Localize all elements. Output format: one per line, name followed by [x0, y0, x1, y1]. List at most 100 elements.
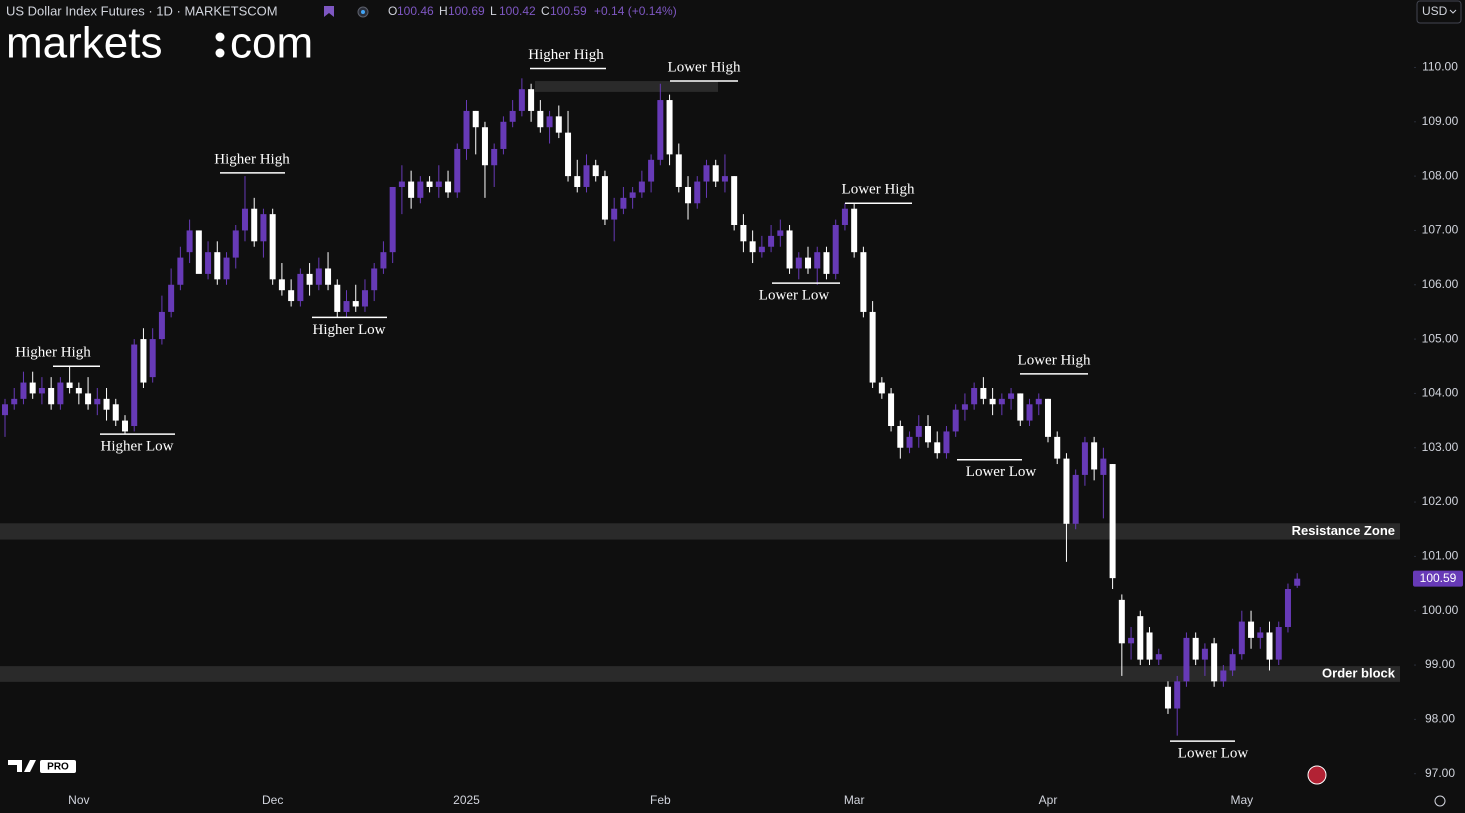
candle-body [1192, 637, 1199, 660]
candle-body [768, 235, 775, 247]
y-tick-label: 109.00 [1422, 114, 1459, 128]
annotation-label: Higher High [15, 345, 91, 361]
candle-body [574, 176, 581, 187]
candle-body [1054, 436, 1061, 459]
candle-body [426, 181, 433, 187]
candle-body [29, 382, 36, 394]
candle-body [1275, 627, 1282, 660]
candle-body [989, 398, 996, 405]
candle-body [149, 339, 156, 378]
candle-body [177, 257, 184, 285]
candle-body [11, 398, 18, 405]
settings-icon[interactable] [1434, 795, 1446, 807]
x-tick-label: Feb [650, 793, 671, 807]
candle-body [112, 404, 119, 421]
candle-body [555, 116, 562, 133]
candle-body [518, 89, 525, 111]
candle-body [638, 181, 645, 193]
candle-body [546, 116, 553, 128]
candle-body [408, 181, 415, 198]
candle-body [731, 176, 738, 226]
candle-body [869, 311, 876, 383]
candle-body [823, 252, 830, 274]
y-tick-label: 107.00 [1422, 223, 1459, 237]
last-price-box [1413, 570, 1463, 587]
annotation-label: Lower Low [966, 464, 1037, 480]
candle-body [85, 393, 92, 405]
candle-body [454, 148, 461, 193]
candle-body [398, 181, 405, 187]
candle-body [66, 382, 73, 388]
ohlc-key: O [388, 4, 397, 18]
logo-left: markets [6, 19, 162, 68]
candle-body [1266, 632, 1273, 660]
candle-body [94, 398, 101, 405]
candle-body [694, 181, 701, 204]
candle-body [352, 301, 359, 307]
candle-body [712, 165, 719, 182]
candle-body [703, 165, 710, 182]
candle-body [888, 393, 895, 427]
candle-body [306, 273, 313, 285]
candle-body [371, 268, 378, 291]
candle-body [897, 426, 904, 448]
candle-body [583, 165, 590, 187]
candle-body [934, 442, 941, 454]
candle-body [1211, 643, 1218, 682]
y-tick-label: 102.00 [1422, 494, 1459, 508]
candle-body [1183, 637, 1190, 682]
annotation-label: Lower High [668, 59, 741, 75]
candle-body [878, 382, 885, 394]
candle-body [435, 181, 442, 187]
y-tick-label: 110.00 [1422, 60, 1458, 74]
candle-body [186, 230, 193, 253]
candle-body [481, 127, 488, 166]
ohlc-key: H [439, 4, 448, 18]
candle-body [832, 225, 839, 274]
candle-body [971, 387, 978, 405]
candle-body [417, 181, 424, 198]
candle-body [952, 409, 959, 432]
y-tick-label: 106.00 [1422, 277, 1459, 291]
candle-body [1284, 588, 1291, 628]
candle-body [795, 257, 802, 269]
candle-body [1201, 648, 1208, 660]
currency-label[interactable]: USD [1422, 4, 1448, 18]
candle-body [361, 290, 368, 307]
y-tick-label: 101.00 [1422, 549, 1459, 563]
candle-body [463, 110, 470, 149]
currency-button[interactable] [1416, 0, 1462, 24]
candle-body [841, 208, 848, 226]
candle-body [241, 208, 248, 231]
candle-body [1174, 681, 1181, 709]
zone-label: Order block [1322, 665, 1396, 680]
flag-icon [324, 6, 334, 17]
ohlc-value: 100.69 [448, 4, 485, 18]
last-price-label: 100.59 [1420, 571, 1457, 585]
candle-body [915, 426, 922, 437]
ohlc-value: 100.59 [550, 4, 587, 18]
candle-body [325, 268, 332, 285]
candle-body [223, 257, 230, 280]
candle-body [2, 404, 8, 416]
candle-body [472, 110, 479, 128]
candle-body [195, 230, 202, 274]
candle-body [749, 241, 756, 253]
logo-right: com [230, 19, 313, 68]
x-tick-label: Nov [68, 793, 89, 807]
candle-body [75, 387, 82, 394]
zone [0, 523, 1400, 540]
badge-text: PRO [47, 762, 69, 773]
zone [0, 666, 1400, 682]
annotation-label: Lower Low [1178, 746, 1249, 762]
candle-body [1044, 398, 1051, 437]
annotation-label: Lower Low [759, 288, 830, 304]
candle-body [685, 186, 692, 204]
candle-body [1017, 393, 1024, 421]
candle-body [1257, 632, 1264, 638]
ohlc-key: L [490, 4, 497, 18]
zone [535, 81, 718, 92]
candle-body [20, 382, 27, 399]
